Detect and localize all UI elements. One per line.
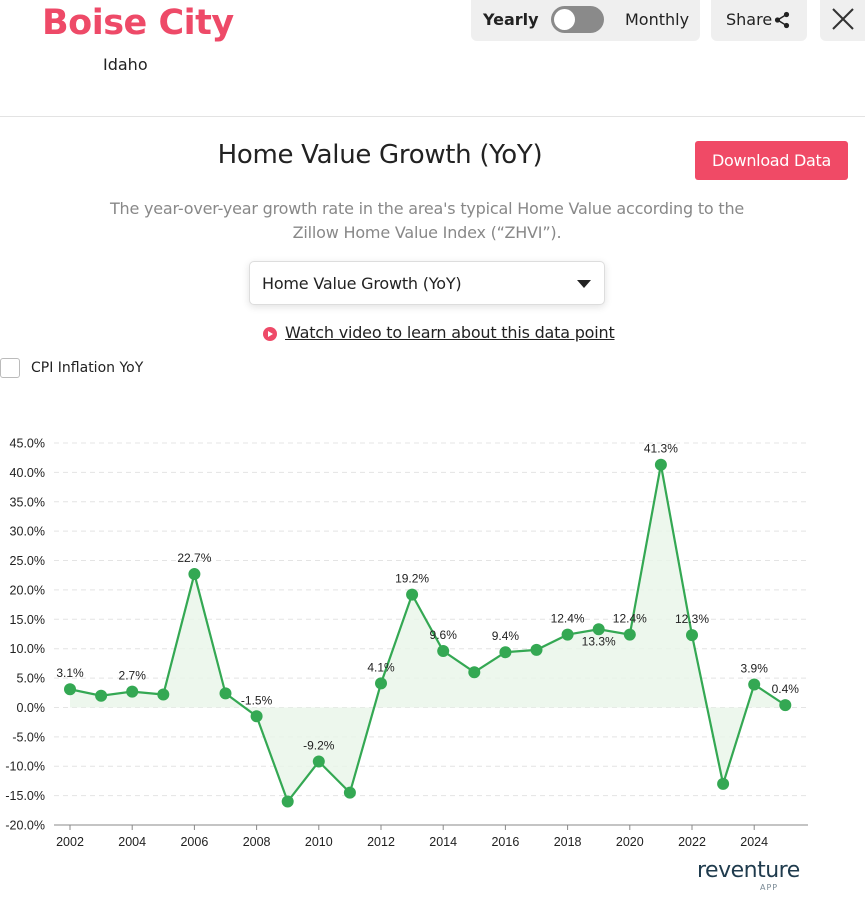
- data-label: 13.3%: [582, 634, 616, 648]
- toggle-monthly-label[interactable]: Monthly: [625, 10, 690, 29]
- data-label: 4.1%: [367, 660, 395, 674]
- metric-description: The year-over-year growth rate in the ar…: [109, 199, 745, 242]
- data-point: [437, 645, 450, 658]
- close-button[interactable]: [820, 0, 865, 41]
- y-tick-label: 45.0%: [10, 437, 45, 451]
- close-icon: [832, 8, 854, 30]
- data-point: [654, 458, 667, 471]
- period-toggle: Yearly Monthly: [471, 0, 700, 41]
- y-tick-label: 5.0%: [17, 672, 46, 686]
- period-switch[interactable]: [551, 6, 604, 33]
- y-tick-label: -10.0%: [5, 760, 45, 774]
- y-tick-label: -15.0%: [5, 789, 45, 803]
- data-point: [530, 643, 543, 656]
- watch-video-link[interactable]: Watch video to learn about this data poi…: [285, 323, 615, 342]
- data-point: [499, 646, 512, 659]
- download-data-button[interactable]: Download Data: [695, 141, 848, 180]
- y-tick-label: -20.0%: [5, 819, 45, 833]
- data-label: 19.2%: [395, 572, 429, 586]
- data-label: 9.4%: [492, 629, 520, 643]
- toggle-yearly-label[interactable]: Yearly: [483, 10, 539, 29]
- series-area: [70, 464, 786, 802]
- data-point: [188, 568, 201, 581]
- x-tick-label: 2002: [56, 835, 84, 849]
- data-point: [748, 678, 761, 691]
- data-point: [779, 699, 792, 712]
- switch-knob: [554, 9, 575, 30]
- chevron-down-icon: [577, 280, 591, 288]
- y-tick-label: 40.0%: [10, 466, 45, 480]
- data-point: [375, 677, 387, 690]
- data-point: [95, 689, 108, 702]
- cpi-label: CPI Inflation YoY: [31, 360, 144, 376]
- data-point: [686, 629, 698, 642]
- data-point: [561, 628, 574, 641]
- data-point: [312, 755, 325, 768]
- cpi-checkbox[interactable]: [0, 358, 20, 378]
- y-tick-label: 0.0%: [17, 701, 46, 715]
- y-tick-label: 20.0%: [10, 583, 45, 597]
- data-point: [219, 687, 232, 700]
- reventure-logo: reventure: [697, 858, 800, 883]
- x-tick-label: 2024: [740, 835, 768, 849]
- data-label: 12.4%: [613, 612, 647, 626]
- data-label: 22.7%: [177, 551, 211, 565]
- data-point: [592, 623, 605, 636]
- play-circle-icon[interactable]: [263, 327, 277, 341]
- metric-title: Home Value Growth (YoY): [217, 140, 543, 170]
- data-label: 3.1%: [56, 666, 84, 680]
- data-point: [717, 777, 730, 790]
- x-tick-label: 2004: [118, 835, 146, 849]
- x-tick-label: 2020: [616, 835, 644, 849]
- data-label: 12.3%: [675, 612, 709, 626]
- data-point: [623, 628, 636, 641]
- data-point: [250, 710, 263, 723]
- reventure-logo-sub: APP: [760, 883, 779, 892]
- growth-chart: 45.0% 40.0% 35.0% 30.0% 25.0% 20.0% 15.0% 10.0%…: [5, 437, 808, 849]
- x-tick-label: 2008: [243, 835, 271, 849]
- data-label: 0.4%: [772, 682, 800, 696]
- state-name: Idaho: [103, 55, 148, 74]
- y-tick-label: 30.0%: [10, 525, 45, 539]
- data-point: [468, 666, 481, 679]
- data-label: 9.6%: [430, 628, 458, 642]
- metric-select-value: Home Value Growth (YoY): [262, 274, 462, 293]
- data-point: [343, 786, 356, 799]
- y-tick-label: 15.0%: [10, 613, 45, 627]
- city-title: Boise City: [42, 3, 234, 43]
- data-point: [64, 683, 76, 696]
- series-line: [69, 464, 786, 804]
- data-label: -9.2%: [303, 739, 335, 753]
- x-tick-label: 2018: [554, 835, 582, 849]
- y-tick-label: 25.0%: [10, 554, 45, 568]
- header-divider: [0, 116, 865, 117]
- y-tick-label: 35.0%: [10, 495, 45, 509]
- x-tick-label: 2016: [491, 835, 519, 849]
- share-button[interactable]: Share: [711, 0, 807, 41]
- share-label: Share: [726, 10, 773, 29]
- x-tick-label: 2006: [180, 835, 208, 849]
- metric-select[interactable]: Home Value Growth (YoY): [249, 261, 605, 305]
- y-tick-label: 10.0%: [10, 642, 45, 656]
- data-point: [406, 588, 419, 601]
- x-tick-label: 2010: [305, 835, 333, 849]
- data-point: [281, 795, 294, 808]
- x-tick-label: 2012: [367, 835, 395, 849]
- x-tick-label: 2014: [429, 835, 457, 849]
- data-label: -1.5%: [241, 693, 273, 707]
- data-label: 41.3%: [644, 442, 678, 456]
- y-tick-label: -5.0%: [12, 730, 45, 744]
- data-label: 12.4%: [551, 612, 585, 626]
- data-point: [126, 685, 139, 698]
- data-label: 3.9%: [741, 662, 769, 676]
- x-tick-label: 2022: [678, 835, 706, 849]
- data-point: [157, 688, 170, 701]
- data-label: 2.7%: [119, 669, 147, 683]
- share-icon: [774, 11, 790, 29]
